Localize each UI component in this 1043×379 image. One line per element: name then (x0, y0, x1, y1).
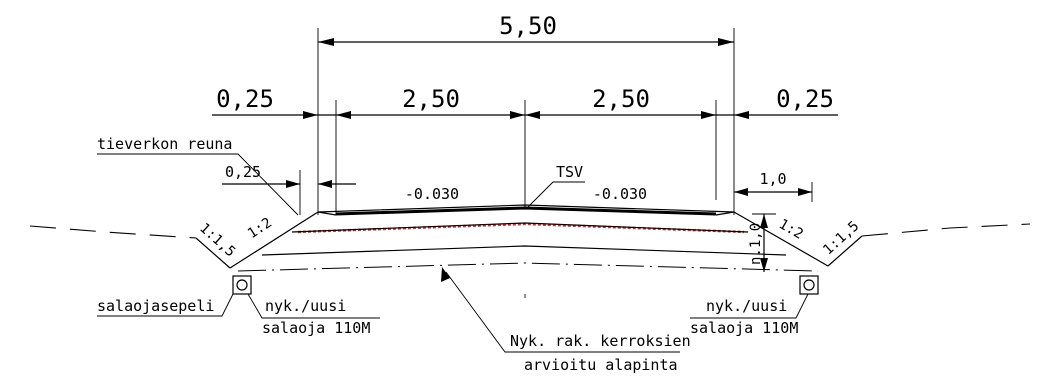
right-drain-line2: salaoja 110M (690, 319, 798, 337)
dimension-right-offset: 1,0 (734, 170, 813, 202)
right-offset-label: 1,0 (759, 170, 786, 188)
road-edge-annotation: tieverkon reuna (97, 135, 299, 216)
total-width-label: 5,50 (499, 12, 557, 40)
dimension-depth: n.1,0 (748, 213, 776, 272)
right-drain (799, 275, 819, 295)
dimension-edge-offset: 0,25 (222, 163, 356, 215)
right-drain-pipe-annotation: nyk./uusi salaoja 110M (690, 293, 809, 337)
layers-line1: Nyk. rak. kerroksien (510, 332, 691, 350)
left-inner-slope-label: 1:2 (245, 215, 275, 242)
tsv-label: TSV (556, 163, 583, 181)
left-drain (232, 275, 252, 295)
drain-gravel-annotation: salaojasepeli (97, 293, 234, 317)
layers-line2: arvioitu alapinta (524, 356, 678, 374)
left-drain-line2: salaoja 110M (262, 319, 370, 337)
left-outer-slope-label: 1:1,5 (196, 220, 238, 260)
left-crossfall-label: -0.030 (405, 185, 459, 203)
road-structure (195, 204, 863, 272)
left-shoulder-label: 0,25 (216, 85, 274, 113)
dimension-total-width: 5,50 (317, 12, 735, 215)
drain-gravel-label: salaojasepeli (97, 297, 214, 315)
existing-ground (29, 223, 1031, 239)
right-crossfall-label: -0.030 (593, 185, 647, 203)
left-drain-line1: nyk./uusi (265, 297, 346, 315)
left-lane-label: 2,50 (402, 85, 460, 113)
depth-label: n.1,0 (748, 223, 764, 265)
left-drain-pipe-annotation: nyk./uusi salaoja 110M (247, 293, 380, 337)
road-edge-label: tieverkon reuna (97, 135, 232, 153)
dimension-lanes-row: 0,25 2,50 2,50 0,25 (212, 85, 838, 215)
right-lane-label: 2,50 (592, 85, 650, 113)
right-outer-slope-label: 1:1,5 (820, 218, 862, 258)
right-drain-line1: nyk./uusi (706, 297, 787, 315)
layers-annotation: Nyk. rak. kerroksien arvioitu alapinta (441, 267, 691, 374)
tsv-annotation: TSV (526, 163, 585, 209)
edge-offset-label: 0,25 (225, 163, 261, 181)
right-shoulder-label: 0,25 (776, 85, 834, 113)
